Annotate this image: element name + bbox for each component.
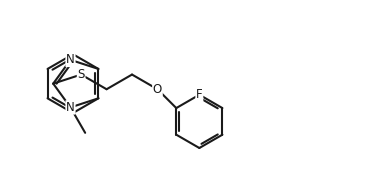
Text: O: O — [153, 83, 162, 96]
Text: F: F — [196, 88, 203, 101]
Text: N: N — [66, 101, 75, 114]
Text: N: N — [66, 53, 75, 66]
Text: S: S — [77, 68, 85, 81]
